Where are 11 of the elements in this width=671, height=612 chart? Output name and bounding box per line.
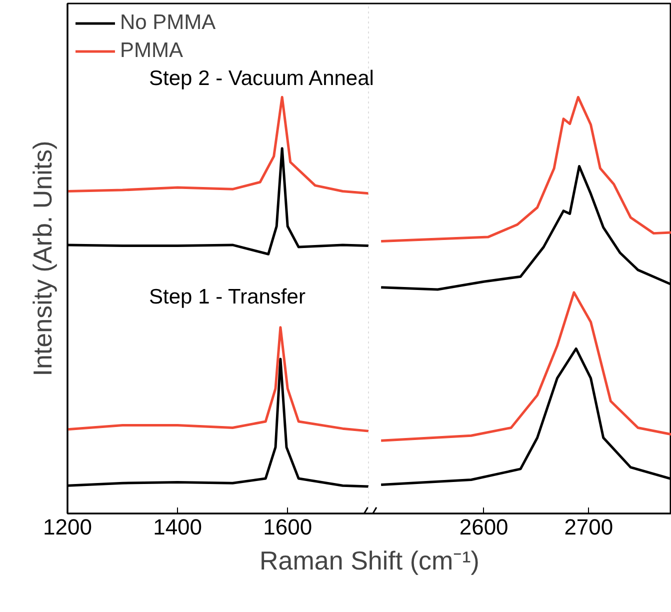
x-tick-label: 1600 [263,514,312,540]
legend-label: No PMMA [120,11,216,35]
y-axis-title: Intensity (Arb. Units) [28,140,58,376]
x-tick-label: 2600 [459,514,508,540]
x-tick-label: 2700 [564,514,614,540]
x-axis-title: Raman Shift (cm⁻¹) [260,546,480,576]
x-tick-label: 1400 [153,514,202,540]
text: Step 2 - Vacuum Anneal [149,66,374,90]
legend-label: PMMA [120,39,183,63]
annotation: Step 1 - Transfer [149,286,306,309]
x-tick-label: 1200 [43,514,92,540]
